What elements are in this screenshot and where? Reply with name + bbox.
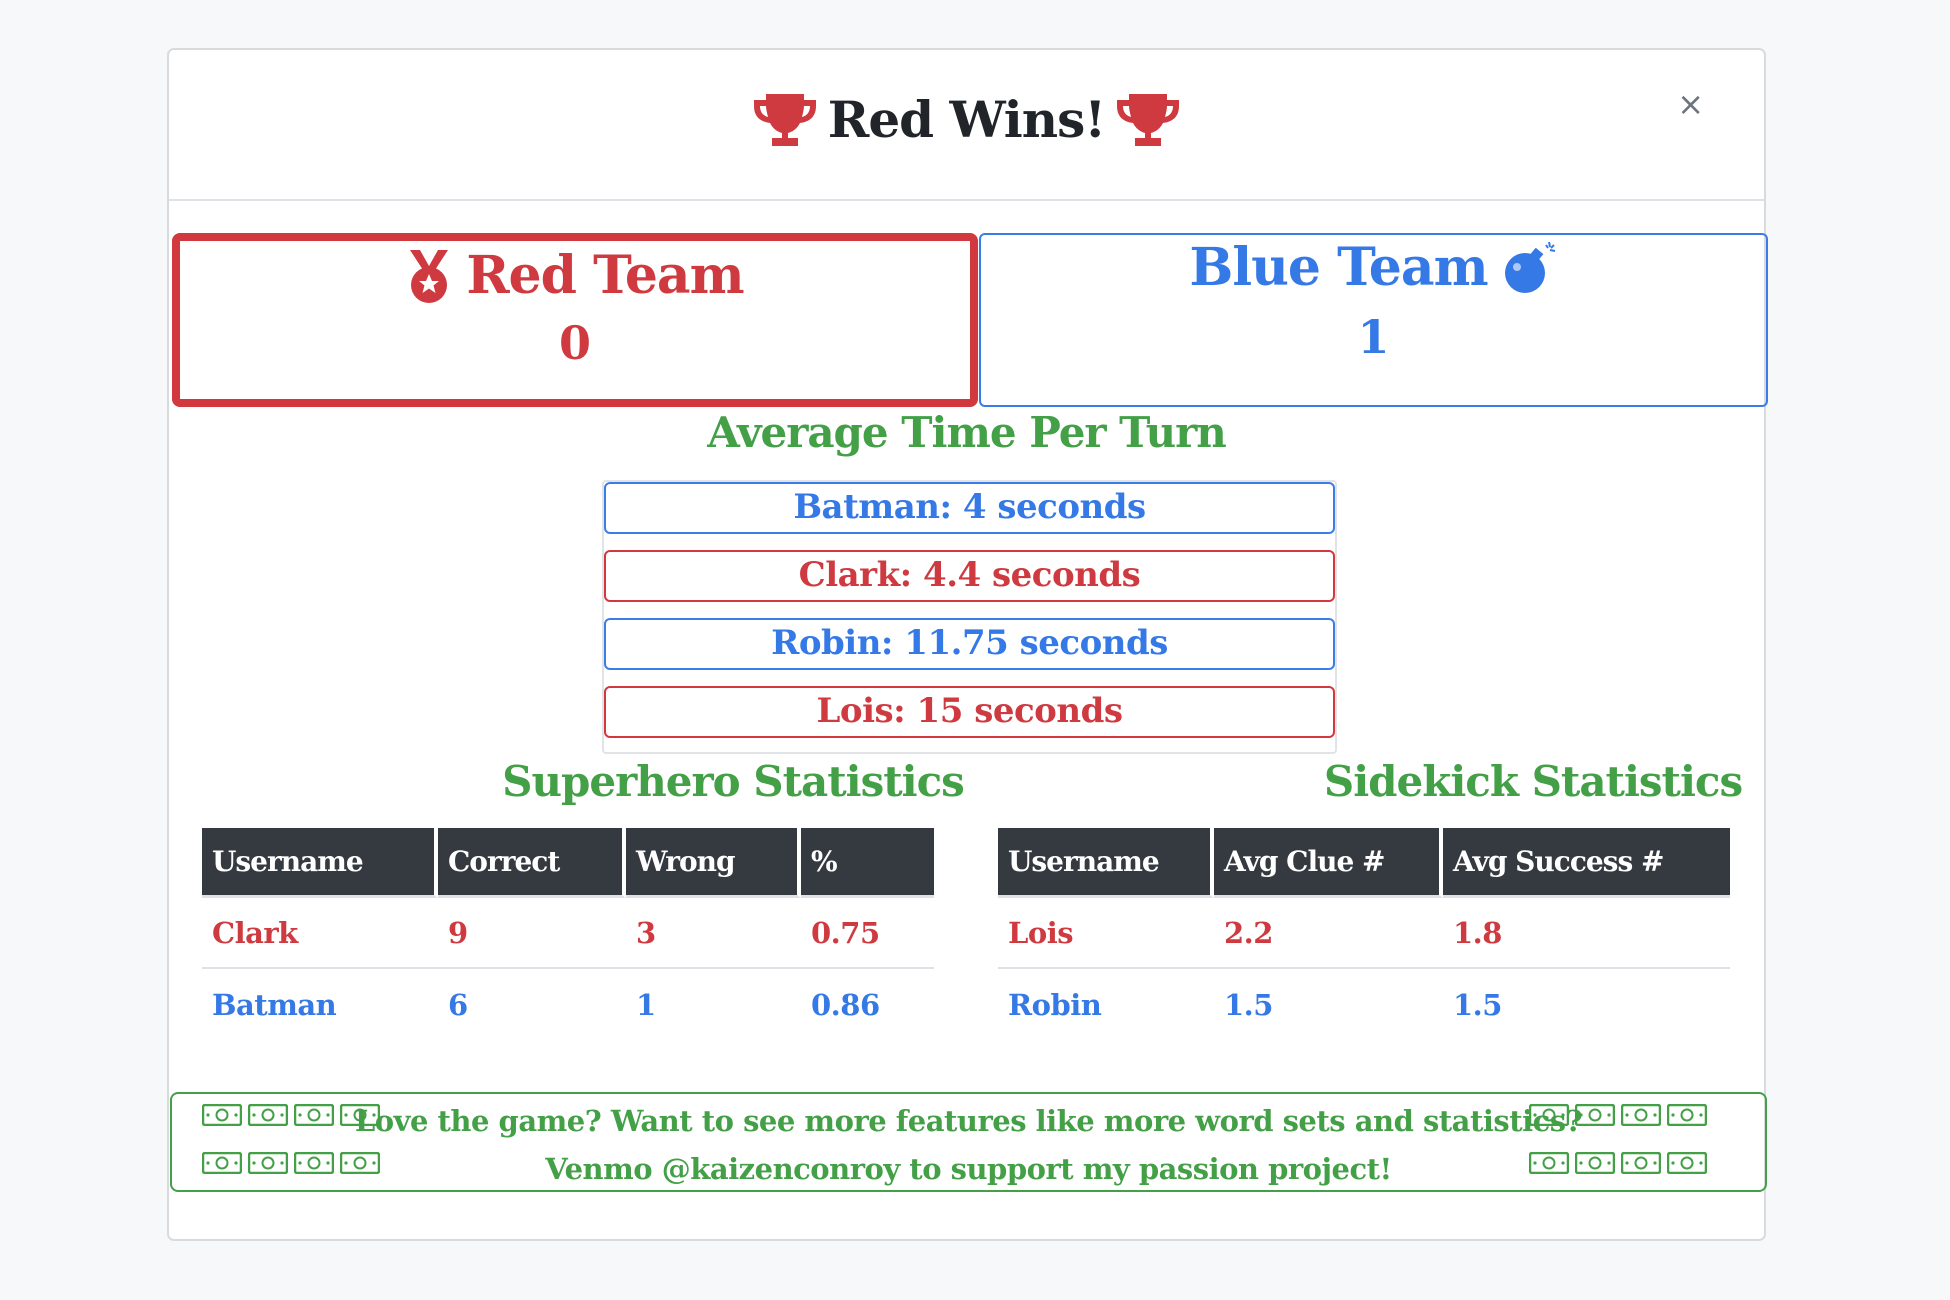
- money-icon: [1620, 1151, 1662, 1175]
- table-cell: 1.5: [1453, 987, 1502, 1022]
- blue-team-heading: Blue Team: [981, 237, 1766, 298]
- money-icon: [247, 1151, 289, 1175]
- winner-modal: Red Wins! × Red Team 0 Blue Team: [167, 48, 1768, 1241]
- red-team-score: 0: [558, 316, 591, 370]
- red-team-card: Red Team 0: [172, 233, 978, 407]
- modal-header: Red Wins! ×: [169, 50, 1764, 201]
- superhero-statistics-title: Superhero Statistics: [502, 757, 965, 806]
- table-row: Batman 6 1 0.86: [202, 969, 934, 1040]
- money-icon: [1666, 1103, 1708, 1127]
- money-icon: [1574, 1103, 1616, 1127]
- column-header: Username: [998, 828, 1214, 898]
- column-header: %: [801, 828, 934, 898]
- money-icon: [1620, 1103, 1662, 1127]
- table-cell: 0.86: [811, 987, 880, 1022]
- venmo-message: Venmo @kaizenconroy to support my passio…: [545, 1152, 1392, 1186]
- average-time-title: Average Time Per Turn: [707, 408, 1227, 457]
- column-header: Username: [202, 828, 438, 898]
- table-cell: Clark: [202, 898, 438, 969]
- blue-team-score: 1: [1357, 310, 1390, 364]
- trophy-icon: [753, 93, 816, 146]
- red-team-name: Red Team: [466, 245, 744, 306]
- sidekick-statistics-title: Sidekick Statistics: [1323, 757, 1743, 806]
- close-button[interactable]: ×: [1677, 85, 1704, 123]
- table-cell: 3: [626, 898, 801, 969]
- modal-title: Red Wins!: [169, 90, 1764, 149]
- column-header: Avg Success #: [1443, 828, 1730, 898]
- column-header: Wrong: [626, 828, 801, 898]
- bomb-icon: [1504, 241, 1555, 293]
- blue-team-card: Blue Team 1: [979, 233, 1768, 407]
- table-header-row: Username Correct Wrong %: [202, 828, 934, 898]
- table-cell: 9: [438, 898, 626, 969]
- modal-title-text: Red Wins!: [827, 90, 1106, 149]
- money-icon: [1666, 1151, 1708, 1175]
- money-icon: [1528, 1151, 1570, 1175]
- support-banner: Love the game? Want to see more features…: [170, 1092, 1767, 1192]
- money-icon: [201, 1103, 243, 1127]
- table-cell: 1.5: [1224, 987, 1273, 1022]
- superhero-statistics-table: Username Correct Wrong % Clark 9 3 0.75 …: [202, 828, 934, 1040]
- money-icon-group: [1528, 1151, 1708, 1175]
- medal-icon: [410, 249, 449, 303]
- list-item: Robin: 11.75 seconds: [604, 618, 1335, 670]
- money-icon-group: [201, 1151, 381, 1175]
- money-icon-group: [1528, 1103, 1708, 1127]
- list-item: Lois: 15 seconds: [604, 686, 1335, 738]
- table-cell: 2.2: [1214, 898, 1443, 969]
- money-icon: [293, 1103, 335, 1127]
- list-item: Clark: 4.4 seconds: [604, 550, 1335, 602]
- list-item: Batman: 4 seconds: [604, 482, 1335, 534]
- table-cell: Robin: [1008, 987, 1102, 1022]
- table-row: Robin 1.5 1.5: [998, 969, 1730, 1040]
- table-header-row: Username Avg Clue # Avg Success #: [998, 828, 1730, 898]
- table-cell: 6: [448, 987, 468, 1022]
- money-icon: [201, 1151, 243, 1175]
- money-icon: [1528, 1103, 1570, 1127]
- trophy-icon: [1117, 93, 1180, 146]
- money-icon-group: [201, 1103, 381, 1127]
- support-message: Love the game? Want to see more features…: [354, 1104, 1583, 1138]
- table-cell: 1: [636, 987, 656, 1022]
- money-icon: [339, 1103, 381, 1127]
- column-header: Correct: [438, 828, 626, 898]
- sidekick-statistics-table: Username Avg Clue # Avg Success # Lois 2…: [998, 828, 1730, 1040]
- table-cell: Batman: [212, 987, 337, 1022]
- blue-team-name: Blue Team: [1189, 237, 1488, 298]
- money-icon: [293, 1151, 335, 1175]
- money-icon: [339, 1151, 381, 1175]
- table-row: Lois 2.2 1.8: [998, 898, 1730, 969]
- column-header: Avg Clue #: [1214, 828, 1443, 898]
- table-row: Clark 9 3 0.75: [202, 898, 934, 969]
- table-cell: 0.75: [801, 898, 934, 969]
- red-team-heading: Red Team: [180, 245, 970, 306]
- table-cell: Lois: [998, 898, 1214, 969]
- money-icon: [247, 1103, 289, 1127]
- table-cell: 1.8: [1443, 898, 1730, 969]
- money-icon: [1574, 1151, 1616, 1175]
- average-time-list: Batman: 4 seconds Clark: 4.4 seconds Rob…: [602, 480, 1337, 754]
